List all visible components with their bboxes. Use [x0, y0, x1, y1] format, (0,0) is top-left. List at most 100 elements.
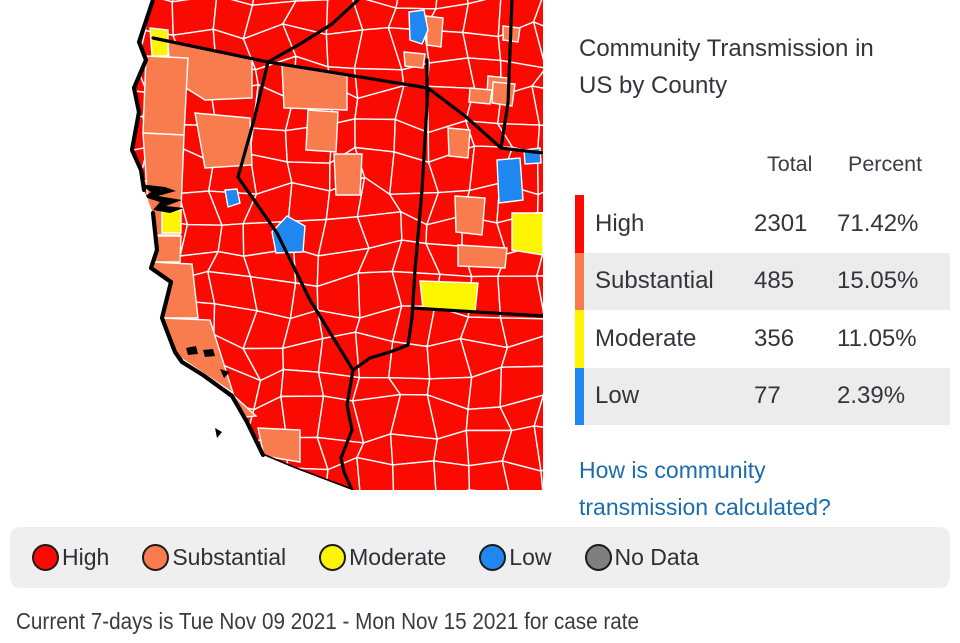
county-cell: [0, 245, 7, 288]
county-cell: [132, 393, 152, 435]
county-cell: [1, 36, 35, 69]
moderate-swatch-icon: [319, 544, 347, 571]
county-cell: [286, 467, 329, 490]
county-cell: [0, 239, 43, 288]
county-low: [271, 215, 306, 254]
how-calculated-link[interactable]: How is community transmission calculated…: [579, 457, 831, 520]
legend-item-no-data: No Data: [584, 544, 699, 571]
county-cell: [501, 460, 543, 490]
transmission-map[interactable]: [0, 0, 543, 490]
county-cell: [32, 187, 79, 217]
row-percent: 2.39%: [837, 382, 906, 410]
county-cell: [530, 64, 543, 95]
county-cell: [30, 118, 76, 153]
county-cell: [132, 370, 150, 410]
table-row: Substantial 485 15.05%: [575, 252, 950, 310]
legend-item-high: High: [32, 544, 109, 571]
county-cell: [40, 213, 70, 255]
county-cell: [29, 338, 77, 381]
county-cell: [132, 331, 148, 381]
county-substantial: [333, 153, 363, 196]
row-total: 77: [754, 382, 781, 410]
county-cell: [35, 34, 71, 69]
date-range-note: Current 7-days is Tue Nov 09 2021 - Mon …: [16, 608, 724, 635]
county-cell: [536, 124, 543, 160]
county-moderate: [419, 280, 479, 313]
county-cell: [533, 394, 543, 433]
county-cell: [132, 467, 146, 490]
county-cell: [0, 429, 8, 467]
county-cell: [0, 187, 43, 212]
county-cell: [356, 456, 395, 490]
county-cell: [0, 407, 41, 429]
county-cell: [0, 6, 1, 36]
county-cell: [132, 486, 141, 490]
county-low: [408, 9, 429, 45]
legend-item-low: Low: [479, 544, 552, 571]
county-cell: [0, 0, 35, 6]
county-cell: [532, 20, 543, 69]
county-moderate: [511, 212, 543, 256]
county-cell: [40, 239, 78, 283]
county-cell: [0, 90, 43, 129]
row-label: High: [595, 209, 645, 237]
county-cell: [293, 247, 320, 288]
moderate-row-color-bar: [575, 310, 584, 368]
county-moderate: [149, 27, 169, 57]
county-cell: [34, 459, 65, 491]
county-cell: [76, 150, 116, 187]
county-cell: [65, 0, 114, 3]
county-cell: [64, 459, 112, 491]
stats-table-header: Total Percent: [575, 152, 950, 182]
coastline: [129, 0, 156, 193]
county-cell: [4, 428, 41, 466]
county-cell: [280, 368, 325, 398]
table-row: High 2301 71.42%: [575, 195, 950, 253]
county-substantial: [457, 244, 508, 269]
county-cell: [0, 302, 31, 346]
state-border: [339, 368, 355, 490]
legend-label: Substantial: [172, 544, 287, 570]
county-cell: [138, 377, 191, 404]
county-cell: [68, 240, 110, 281]
county-cell: [462, 31, 502, 62]
county-cell: [148, 393, 190, 434]
county-cell: [132, 238, 150, 276]
bay-shape: [139, 184, 184, 213]
county-layer: [0, 0, 543, 491]
county-cell: [354, 118, 396, 153]
county-cell: [535, 242, 543, 277]
county-cell: [69, 398, 117, 434]
low-row-color-bar: [575, 367, 584, 425]
county-cell: [426, 57, 476, 90]
county-substantial: [454, 195, 486, 236]
county-cell: [31, 280, 79, 315]
state-border: [499, 0, 514, 150]
county-cell: [68, 218, 110, 255]
county-cell: [0, 54, 6, 90]
county-cell: [132, 178, 145, 220]
row-total: 485: [754, 267, 795, 295]
county-cell: [34, 428, 69, 461]
state-border: [236, 175, 355, 372]
substantial-swatch-icon: [142, 544, 170, 571]
state-border: [151, 36, 270, 64]
county-cell: [64, 488, 114, 491]
row-label: Low: [595, 382, 640, 410]
county-moderate: [161, 209, 182, 234]
county-cell: [30, 307, 79, 346]
county-cell: [41, 85, 74, 128]
county-cell: [40, 398, 80, 434]
county-cell: [532, 0, 543, 37]
table-row: Low 77 2.39%: [575, 367, 950, 425]
state-border: [426, 86, 503, 150]
county-cell: [28, 0, 65, 3]
county-cell: [79, 274, 110, 316]
coastline: [148, 210, 266, 458]
date-range-text: Current 7-days is Tue Nov 09 2021 - Mon …: [16, 608, 640, 634]
table-row: Moderate 356 11.05%: [575, 310, 950, 368]
legend-item-substantial: Substantial: [142, 544, 286, 571]
county-cell: [391, 460, 438, 490]
county-cell: [65, 57, 106, 88]
